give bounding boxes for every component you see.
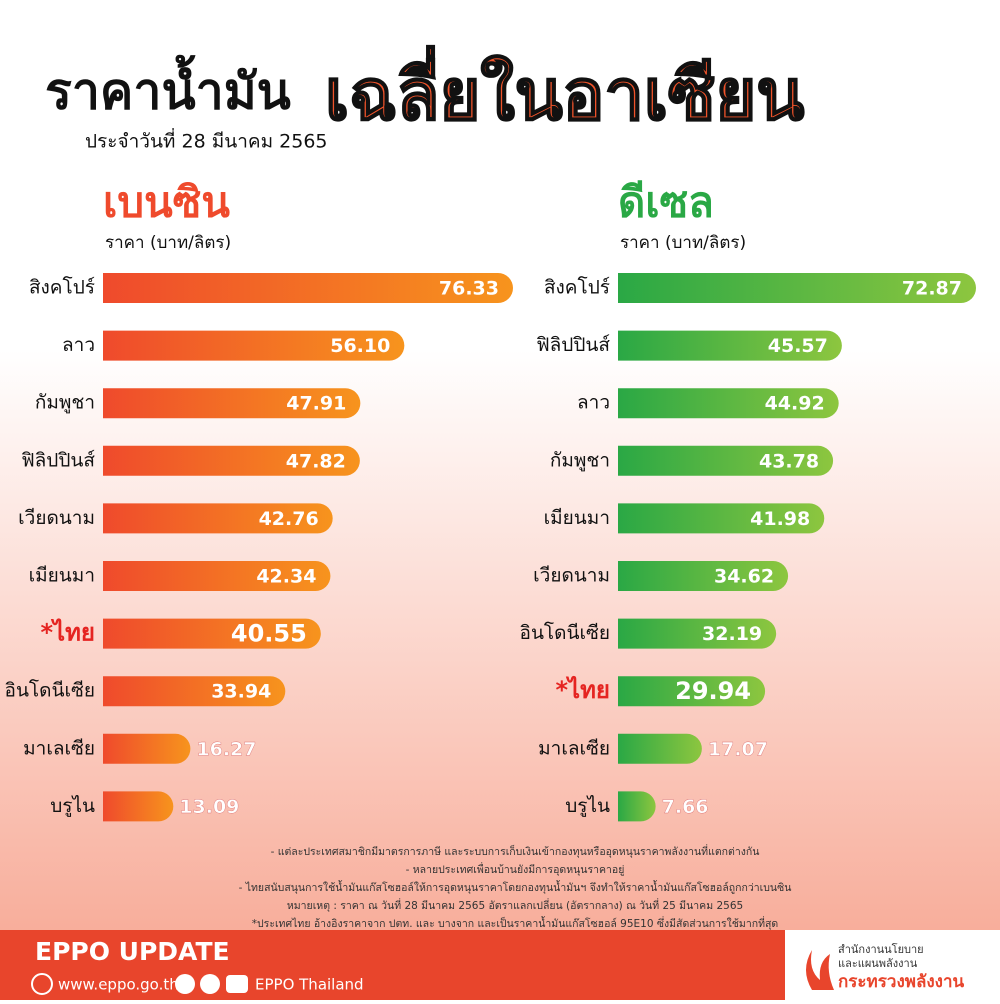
category-label: อินโดนีเซีย bbox=[520, 621, 610, 644]
office-line2: และแผนพลังงาน bbox=[838, 957, 918, 970]
bar bbox=[618, 503, 825, 534]
category-label: *ไทย bbox=[555, 675, 610, 704]
value-label: 17.07 bbox=[708, 738, 768, 760]
bar bbox=[103, 676, 286, 707]
bar bbox=[103, 561, 331, 591]
category-label: สิงคโปร์ bbox=[544, 276, 610, 299]
category-label: บรูไน bbox=[565, 795, 610, 817]
category-label: เมียนมา bbox=[29, 565, 95, 587]
category-label: มาเลเซีย bbox=[23, 737, 95, 759]
bar bbox=[103, 273, 513, 303]
title: ราคาน้ำมัน bbox=[45, 55, 291, 121]
office-line1: สำนักงานนโยบาย bbox=[838, 942, 924, 956]
value-label: 34.62 bbox=[714, 566, 774, 588]
value-label: 13.09 bbox=[179, 796, 239, 818]
category-label: มาเลเซีย bbox=[538, 737, 610, 759]
bar bbox=[618, 791, 656, 822]
value-label: 47.91 bbox=[286, 393, 346, 415]
bar bbox=[618, 676, 766, 707]
value-label: 42.76 bbox=[259, 508, 319, 530]
notes: - แต่ละประเทศสมาชิกมีมาตรการภาษี และระบบ… bbox=[239, 844, 792, 930]
category-label: บรูไน bbox=[50, 795, 95, 817]
bar bbox=[103, 388, 361, 419]
value-label: 47.82 bbox=[286, 450, 346, 472]
value-label: 76.33 bbox=[439, 278, 499, 300]
chart-subtitle: ราคา (บาท/ลิตร) bbox=[620, 233, 746, 253]
social: EPPO Thailand bbox=[255, 976, 364, 994]
value-label: 45.57 bbox=[768, 335, 828, 357]
value-label: 42.34 bbox=[256, 566, 316, 588]
category-label: อินโดนีเซีย bbox=[5, 679, 95, 702]
twitter-icon bbox=[200, 974, 220, 994]
bar bbox=[618, 445, 834, 476]
chart-subtitle: ราคา (บาท/ลิตร) bbox=[105, 233, 231, 253]
facebook-icon bbox=[175, 974, 195, 994]
value-label: 33.94 bbox=[211, 681, 271, 703]
date: ประจำวันที่ 28 มีนาคม 2565 bbox=[85, 128, 328, 153]
category-label: ลาว bbox=[62, 334, 95, 356]
youtube-icon bbox=[226, 975, 248, 993]
brand: EPPO UPDATE bbox=[35, 937, 230, 966]
value-label: 41.98 bbox=[750, 508, 810, 530]
value-label: 32.19 bbox=[702, 623, 762, 645]
category-label: ฟิลิปปินส์ bbox=[536, 334, 610, 356]
bar bbox=[618, 561, 789, 591]
note: - แต่ละประเทศสมาชิกมีมาตรการภาษี และระบบ… bbox=[271, 844, 760, 858]
bar bbox=[103, 445, 360, 476]
category-label: กัมพูชา bbox=[550, 449, 610, 471]
category-label: ลาว bbox=[577, 392, 610, 414]
bar bbox=[103, 618, 321, 649]
category-label: เวียดนาม bbox=[533, 565, 610, 587]
value-label: 7.66 bbox=[662, 796, 709, 818]
bar bbox=[103, 330, 405, 361]
category-label: ฟิลิปปินส์ bbox=[21, 449, 95, 471]
category-label: สิงคโปร์ bbox=[29, 276, 95, 299]
website: www.eppo.go.th bbox=[58, 976, 179, 994]
category-label: *ไทย bbox=[40, 618, 95, 647]
bar bbox=[103, 791, 174, 822]
value-label: 44.92 bbox=[765, 393, 825, 415]
globe-icon bbox=[31, 973, 53, 995]
category-label: เวียดนาม bbox=[18, 507, 95, 529]
bar bbox=[618, 273, 976, 303]
title-highlight: เฉลี่ยในอาเซียน bbox=[325, 45, 804, 136]
category-label: กัมพูชา bbox=[35, 392, 95, 414]
ministry: กระทรวงพลังงาน bbox=[838, 972, 965, 992]
value-label: 72.87 bbox=[902, 278, 962, 300]
category-label: เมียนมา bbox=[544, 507, 610, 529]
bar bbox=[618, 618, 777, 649]
note: *ประเทศไทย อ้างอิงราคาจาก ปตท. และ บางจา… bbox=[252, 916, 778, 930]
bar bbox=[618, 388, 839, 419]
ministry-logo bbox=[806, 950, 834, 990]
note: หมายเหตุ : ราคา ณ วันที่ 28 มีนาคม 2565 … bbox=[287, 898, 743, 912]
value-label: 43.78 bbox=[759, 450, 819, 472]
bar bbox=[618, 330, 842, 361]
value-label: 29.94 bbox=[675, 677, 751, 705]
bar bbox=[103, 503, 333, 534]
chart-title: เบนซิน bbox=[103, 178, 230, 227]
value-label: 40.55 bbox=[231, 620, 307, 648]
note: - หลายประเทศเพื่อนบ้านยังมีการอุดหนุนราค… bbox=[406, 862, 625, 876]
value-label: 56.10 bbox=[330, 335, 390, 357]
chart-title: ดีเซล bbox=[618, 178, 714, 227]
value-label: 16.27 bbox=[196, 738, 256, 760]
note: - ไทยสนับสนุนการใช้น้ำมันแก๊สโซฮอล์ให้กา… bbox=[239, 880, 792, 894]
bar bbox=[103, 733, 191, 764]
bar bbox=[618, 733, 702, 764]
